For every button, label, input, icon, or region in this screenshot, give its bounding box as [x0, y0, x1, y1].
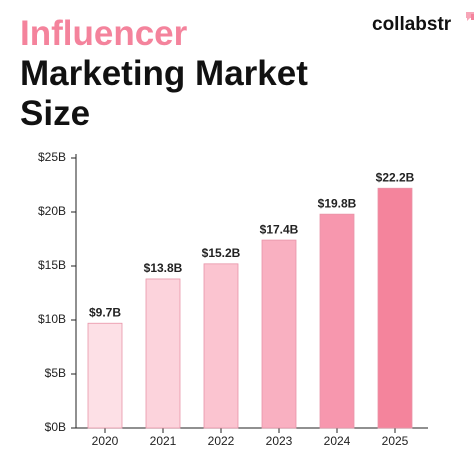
x-tick-label: 2020	[92, 434, 119, 448]
y-tick-label: $0B	[45, 420, 66, 434]
x-tick-label: 2025	[382, 434, 409, 448]
title-block: Influencer Marketing Market Size	[20, 14, 340, 134]
y-tick-label: $5B	[45, 366, 66, 380]
value-label: $22.2B	[376, 170, 415, 184]
title-highlight: Influencer	[20, 14, 188, 53]
x-tick-label: 2023	[266, 434, 293, 448]
brand-name: collabstr	[372, 14, 452, 35]
bar	[261, 239, 297, 429]
brand-logo: collabstr	[372, 12, 474, 36]
y-tick-label: $10B	[38, 312, 66, 326]
value-label: $15.2B	[202, 246, 241, 260]
bar	[203, 263, 239, 429]
y-tick-label: $15B	[38, 258, 66, 272]
y-tick-label: $20B	[38, 204, 66, 218]
x-tick-label: 2024	[324, 434, 351, 448]
bar	[377, 187, 413, 429]
value-label: $9.7B	[89, 305, 121, 319]
value-label: $19.8B	[318, 196, 357, 210]
bar	[87, 322, 123, 429]
value-label: $17.4B	[260, 222, 299, 236]
bar	[319, 213, 355, 429]
x-tick-label: 2022	[208, 434, 235, 448]
chart-title: Marketing Market Size	[20, 54, 308, 133]
x-tick-label: 2021	[150, 434, 177, 448]
y-tick-label: $25B	[38, 150, 66, 164]
bar	[145, 278, 181, 429]
value-label: $13.8B	[144, 261, 183, 275]
brand-icon	[466, 12, 474, 21]
